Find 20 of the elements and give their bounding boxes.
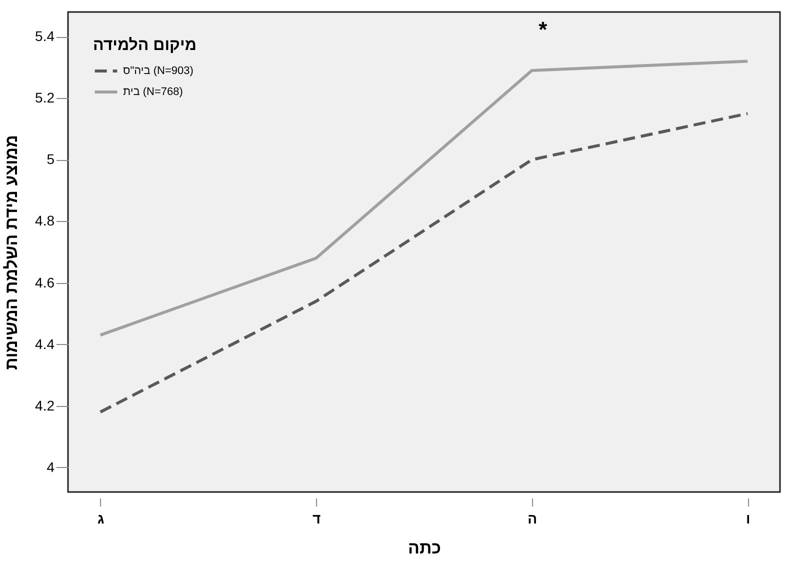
x-tick-label: ו [746,510,750,526]
y-axis-title: ממוצע מידת השלמת המשימות [2,135,22,370]
y-tick-label: 5.2 [35,90,55,106]
y-tick-label: 4.4 [35,336,55,352]
y-tick-label: 4 [46,458,55,475]
x-tick-label: ג [98,510,105,526]
x-tick-label: ה [528,510,538,526]
legend-title: מיקום הלמידה [93,36,196,54]
legend-label: בית (N=768) [123,86,183,98]
line-series [98,112,750,414]
annotation: * [538,17,548,42]
y-tick-label: 5 [46,151,55,168]
x-axis-title: כתה [408,538,442,558]
y-tick-label: 4.2 [35,397,55,414]
y-tick-label: 5.4 [35,28,55,44]
line-series [98,60,750,337]
x-tick-label: ד [312,510,321,526]
y-tick-label: 4.6 [35,274,55,290]
y-tick-label: 4.8 [35,212,55,229]
legend-label: ביה"ס (N=903) [123,65,194,77]
